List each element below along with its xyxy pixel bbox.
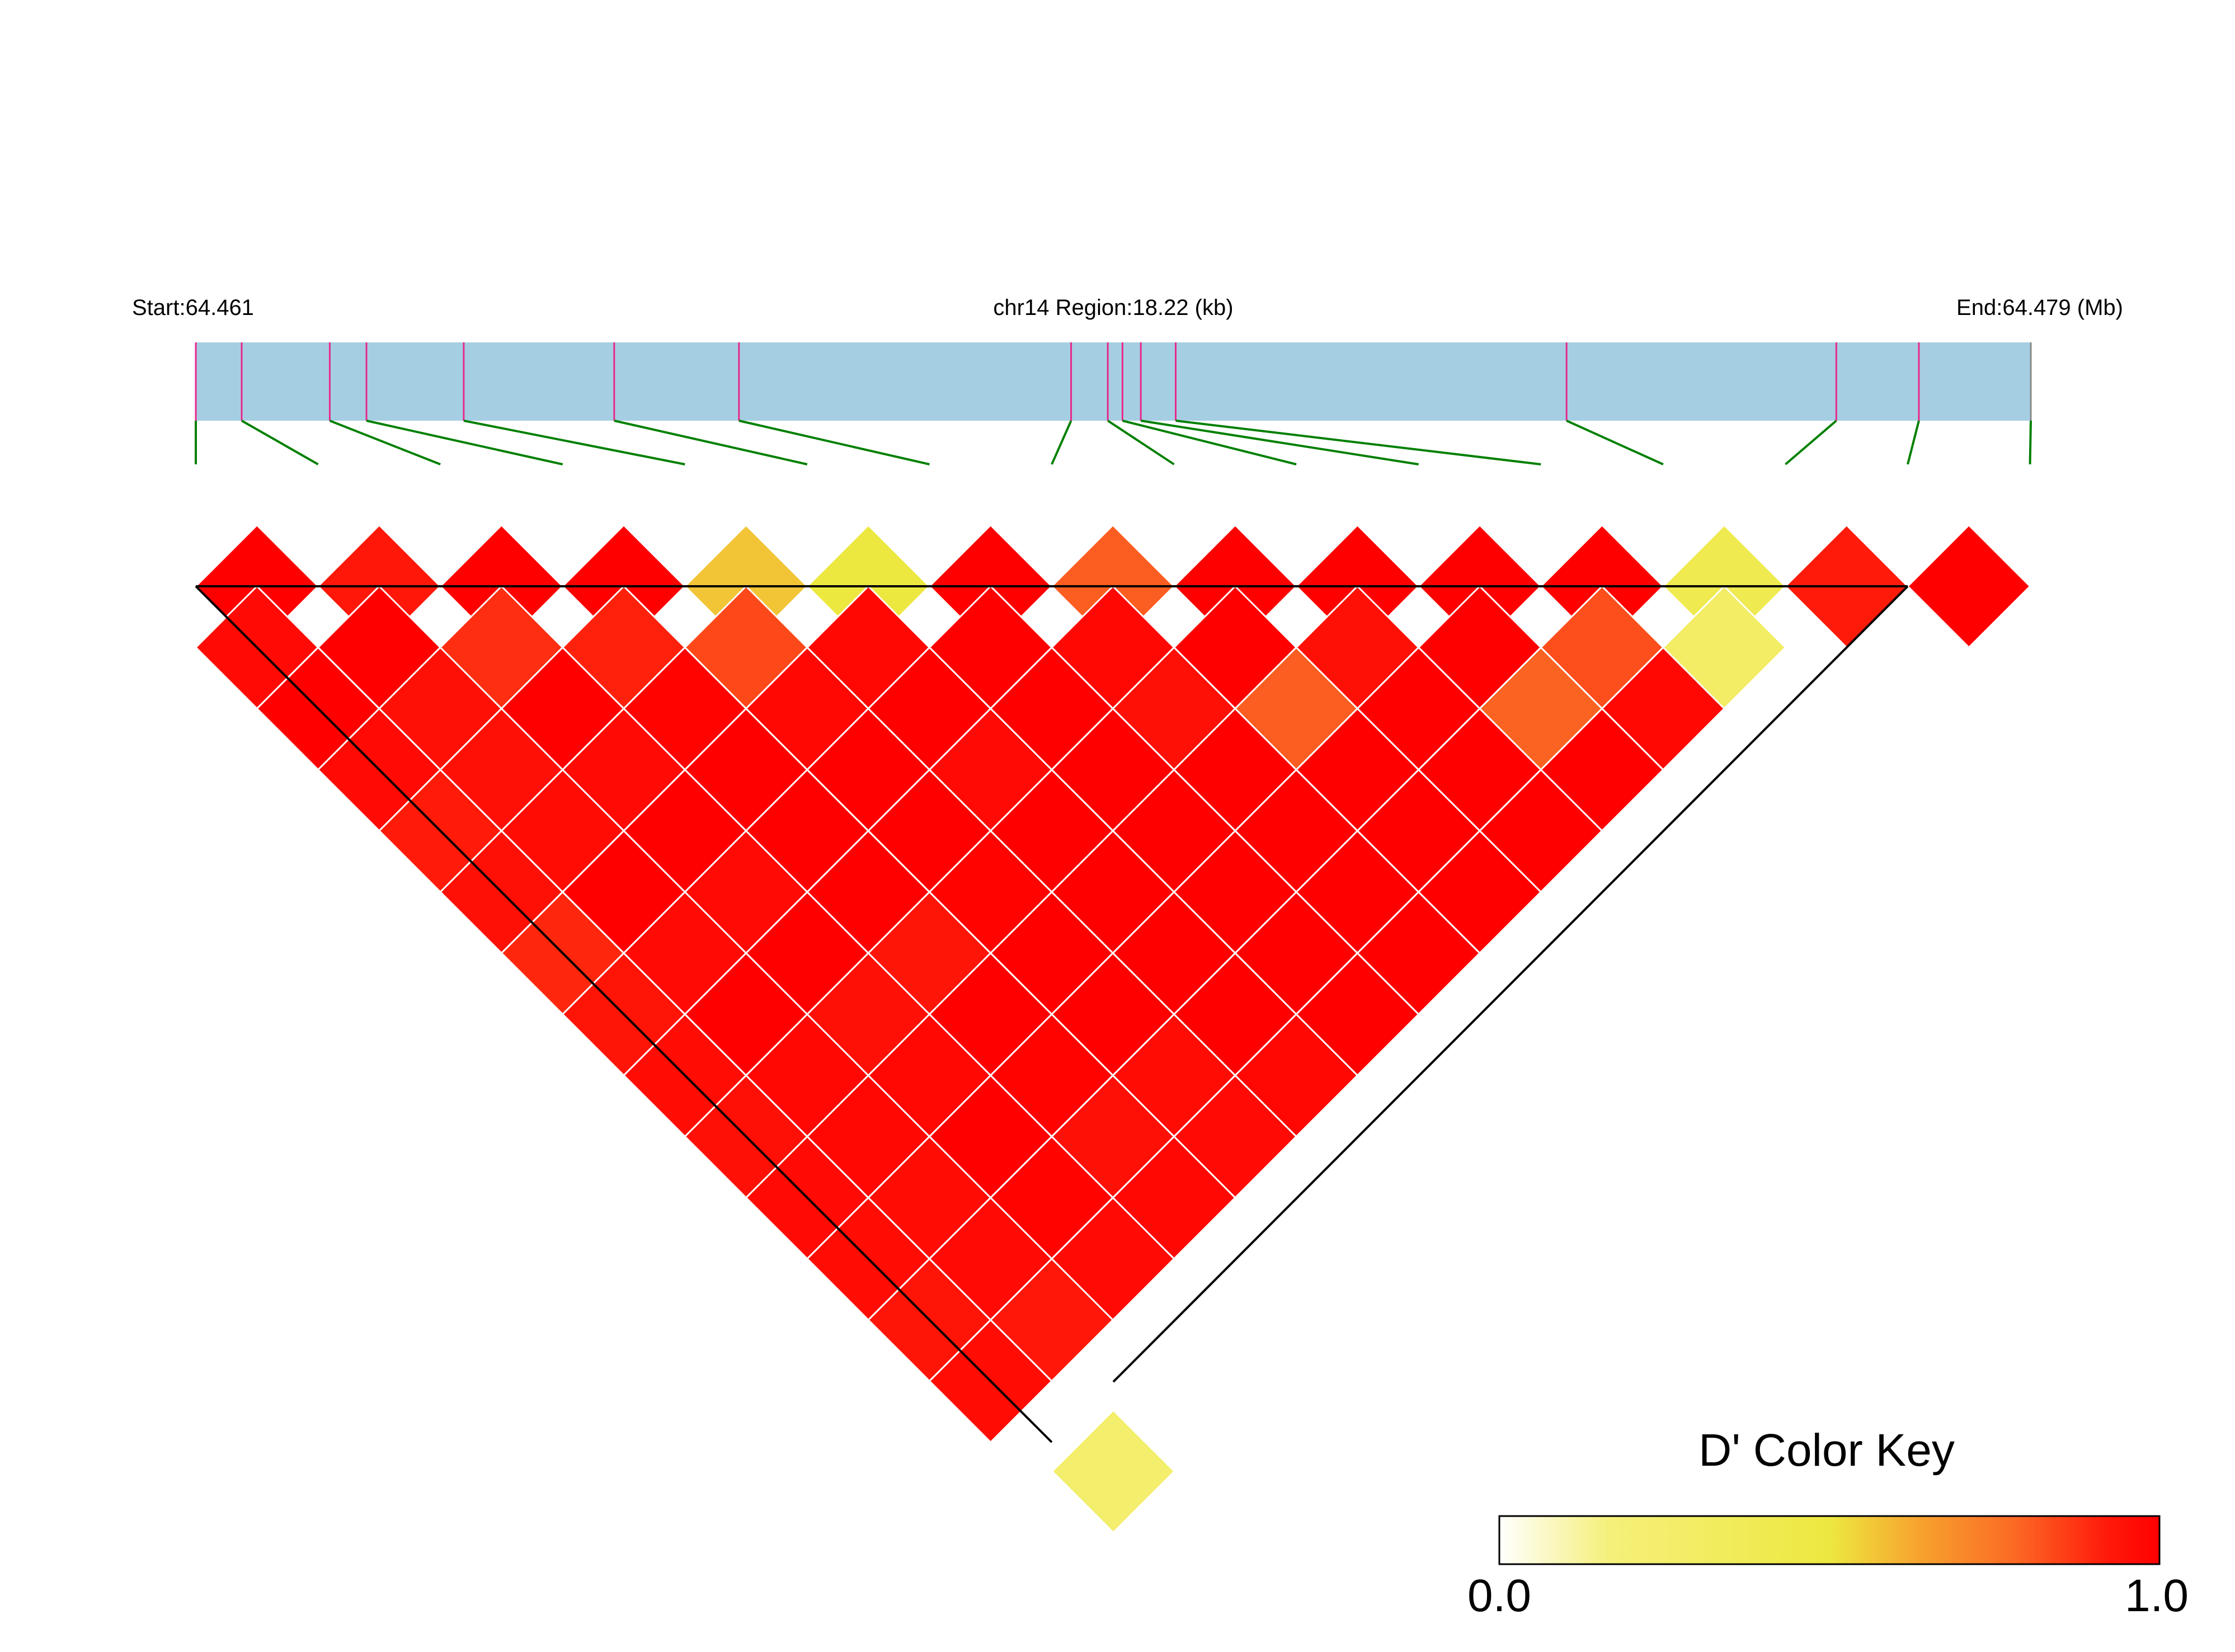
- marker-connector: [1140, 420, 1419, 465]
- marker-connector: [241, 420, 319, 465]
- ld-cell-top: [1906, 524, 2031, 649]
- marker-connector: [614, 420, 808, 465]
- marker-connector: [366, 420, 563, 465]
- haplotype-block-outlines: [195, 585, 1909, 1443]
- marker-connector: [463, 420, 685, 465]
- marker-connectors: [195, 420, 2032, 465]
- color-key-min-label: 0.0: [1467, 1570, 1531, 1621]
- marker-connector: [1107, 420, 1175, 465]
- marker-ticks: [195, 342, 2032, 421]
- region-title-label: chr14 Region:18.22 (kb): [993, 295, 1233, 320]
- region-band: [196, 342, 2031, 421]
- color-key-title: D' Color Key: [1698, 1425, 1955, 1476]
- marker-connector: [1907, 420, 1920, 465]
- marker-connector: [1785, 420, 1837, 465]
- color-key-bar: [1498, 1515, 2161, 1565]
- marker-connector: [1566, 420, 1664, 465]
- marker-connector: [1051, 420, 1072, 465]
- region-end-label: End:64.479 (Mb): [1956, 295, 2123, 320]
- ld-cell-extra: [1051, 1409, 1176, 1534]
- region-start-label: Start:64.461: [132, 295, 254, 320]
- marker-connector: [1122, 420, 1297, 465]
- ld-cell: [1662, 585, 1787, 710]
- marker-connector: [2029, 420, 2032, 465]
- block-outline-left: [195, 585, 1053, 1443]
- block-outline-right: [1112, 585, 1909, 1383]
- marker-connector: [1175, 420, 1541, 465]
- marker-connector: [329, 420, 441, 465]
- marker-connector: [738, 420, 930, 465]
- color-key-max-label: 1.0: [2125, 1570, 2189, 1621]
